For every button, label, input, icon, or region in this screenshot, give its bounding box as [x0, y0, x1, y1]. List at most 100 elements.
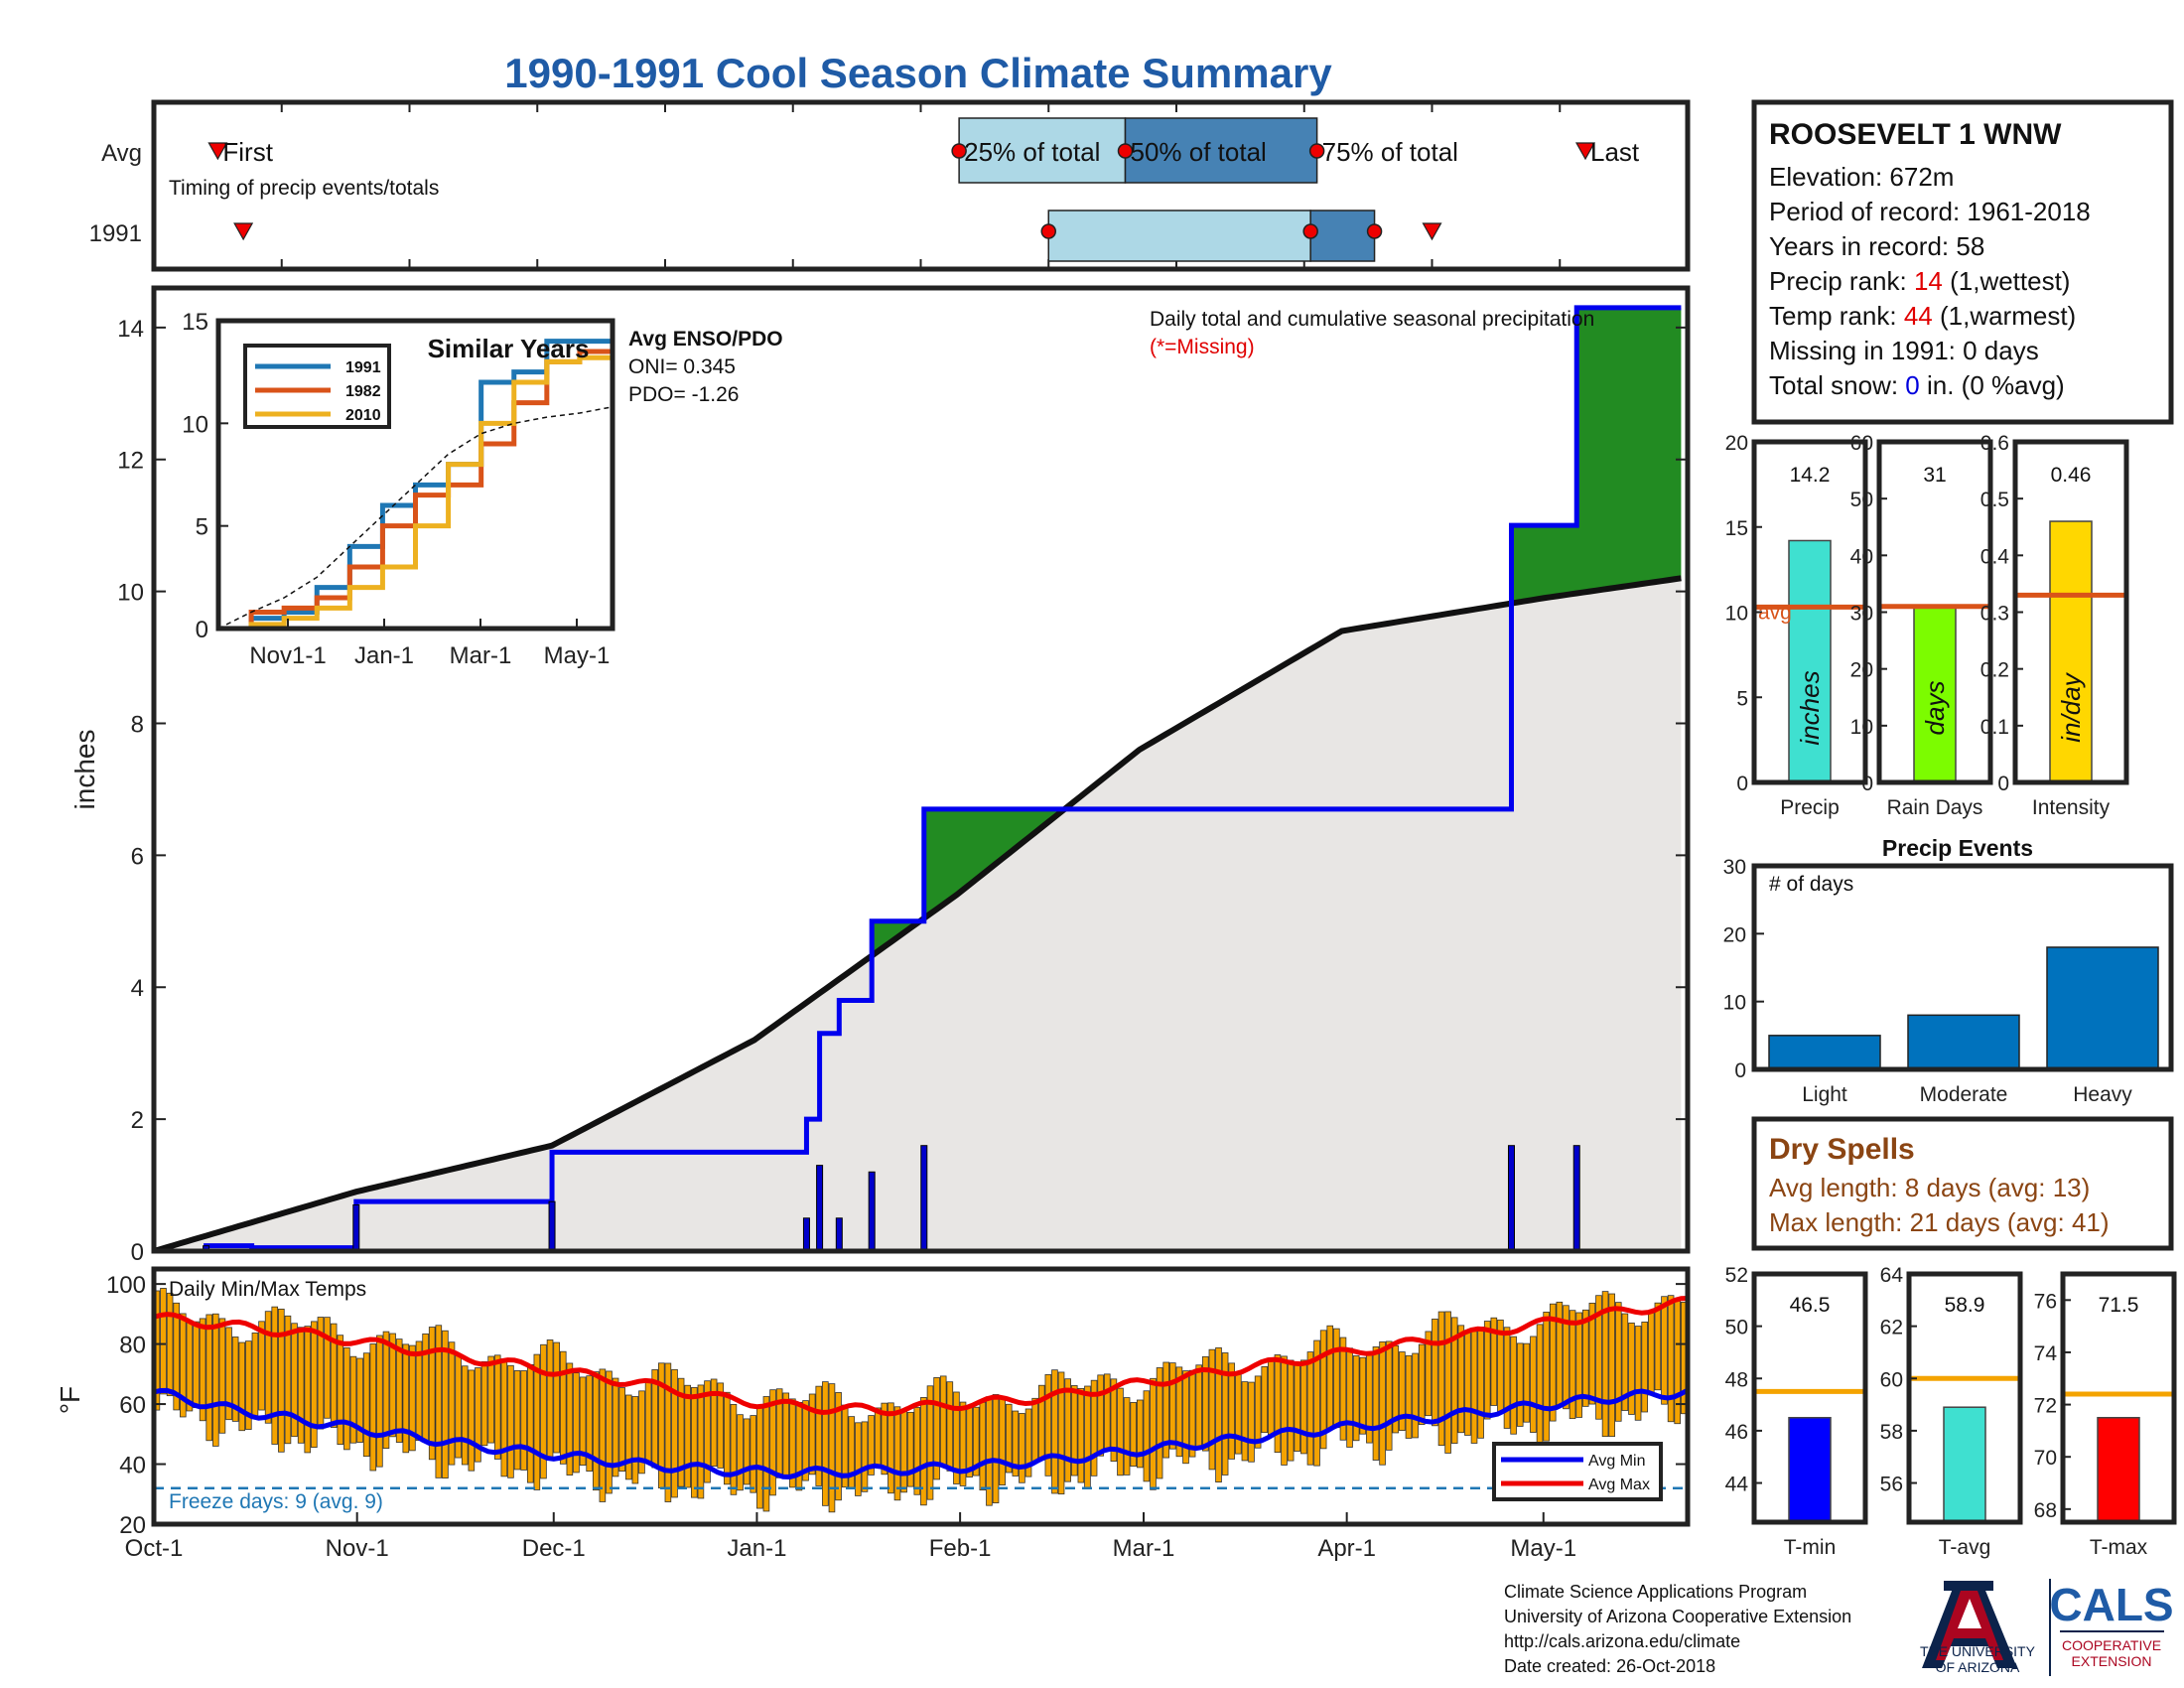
- daily-temp-bar: [992, 1394, 1000, 1503]
- daily-precip-bar: [920, 1145, 928, 1251]
- daily-temp-bar: [166, 1292, 174, 1397]
- enso-oni: ONI= 0.345: [628, 355, 736, 378]
- timing-year-first-marker: [233, 222, 254, 241]
- daily-temp-bar: [1024, 1408, 1032, 1477]
- daily-temp-bar: [782, 1392, 790, 1477]
- daily-temp-bar: [704, 1380, 711, 1483]
- daily-temp-bar: [1432, 1319, 1438, 1427]
- daily-temp-bar: [644, 1379, 652, 1463]
- daily-temp-bar: [1588, 1302, 1596, 1405]
- daily-precip-bar: [1572, 1145, 1580, 1251]
- daily-temp-bar: [789, 1398, 796, 1488]
- daily-temp-bar: [724, 1391, 731, 1485]
- daily-temp-bar: [710, 1378, 718, 1467]
- daily-temp-bar: [624, 1394, 632, 1480]
- daily-temp-bar: [1483, 1321, 1491, 1420]
- main-annotation: Daily total and cumulative seasonal prec…: [1150, 308, 1594, 331]
- observed-cumulative-line: [154, 305, 1682, 1251]
- dry-spells-avg: Avg length: 8 days (avg: 13): [1769, 1173, 2090, 1202]
- station-period: Period of record: 1961-2018: [1769, 197, 2091, 226]
- main-ytick-label: 10: [117, 580, 144, 607]
- daily-temp-bar: [540, 1343, 547, 1479]
- daily-temp-bar: [1248, 1381, 1255, 1463]
- daily-precip-bar: [203, 1245, 210, 1251]
- inset-ytick-label: 0: [196, 617, 208, 643]
- summary-unit-label: in/day: [2056, 671, 2086, 742]
- temp-summary-category-label: T-max: [2090, 1536, 2148, 1559]
- daily-temp-bar: [900, 1410, 907, 1493]
- timing-avg-p25-marker: [951, 143, 967, 159]
- temp-xtick-label: Oct-1: [125, 1535, 184, 1562]
- daily-temp-bar: [1503, 1327, 1511, 1429]
- timing-avg-p50-marker: [1117, 143, 1134, 159]
- daily-temp-bar: [1399, 1351, 1406, 1431]
- daily-temp-bar: [1143, 1390, 1151, 1482]
- daily-temp-bar: [1549, 1303, 1557, 1422]
- temp-xtick-label: Apr-1: [1317, 1535, 1376, 1562]
- temp-summary-ytick-label: 46: [1725, 1421, 1748, 1444]
- daily-temp-bar: [559, 1350, 567, 1465]
- daily-precip-bar: [835, 1217, 843, 1251]
- temp-ytick-label: 60: [119, 1392, 146, 1419]
- temp-summary-ytick-label: 74: [2034, 1342, 2058, 1365]
- daily-temp-bar: [324, 1317, 331, 1419]
- summary-ytick-label: 40: [1850, 545, 1873, 568]
- daily-temp-bar: [946, 1381, 954, 1472]
- timing-year-box-50-75: [1309, 210, 1376, 262]
- daily-temp-bar: [1103, 1373, 1111, 1450]
- timing-year-p25-marker: [1040, 223, 1056, 239]
- daily-temp-bar: [1202, 1355, 1209, 1452]
- footer-line-2: University of Arizona Cooperative Extens…: [1504, 1607, 1851, 1626]
- daily-temp-bar: [1647, 1312, 1655, 1396]
- inset-xtick-label: Mar-1: [450, 642, 512, 669]
- events-title: Precip Events: [1882, 835, 2033, 861]
- inset-xtick-label: May-1: [544, 642, 611, 669]
- daily-temp-bar: [1044, 1374, 1052, 1477]
- footer-line-3: http://cals.arizona.edu/climate: [1504, 1631, 1740, 1651]
- temperature-chart: 20 40 60 80 100 Oct-1 Nov-1 Dec-1 Jan-1 Feb-1 Mar…: [55, 1266, 1691, 1562]
- similar-years-inset: 0 5 10 15 Nov1-1 Jan-1 Mar-1 May-1 Similar Year…: [182, 309, 615, 669]
- daily-temp-bar: [337, 1335, 344, 1446]
- daily-temp-bar: [1182, 1370, 1189, 1465]
- temp-ytick-label: 100: [106, 1272, 146, 1299]
- timing-caption: Timing of precip events/totals: [169, 177, 439, 200]
- summary-ytick-label: 20: [1850, 659, 1873, 682]
- daily-temp-bar: [1300, 1359, 1307, 1455]
- daily-temp-bar: [920, 1397, 927, 1506]
- daily-temp-bar: [480, 1361, 488, 1447]
- timing-avg-first-marker: [207, 142, 228, 161]
- daily-precip-bar: [868, 1171, 876, 1251]
- daily-temp-bar: [684, 1384, 692, 1488]
- station-name: ROOSEVELT 1 WNW: [1769, 118, 2062, 151]
- daily-temp-bar: [1516, 1342, 1524, 1427]
- daily-temp-bar: [475, 1367, 481, 1463]
- main-ylabel: inches: [69, 730, 100, 810]
- daily-temp-bar: [1150, 1377, 1157, 1490]
- daily-temp-bar: [343, 1346, 350, 1451]
- average-cumulative-area: [154, 578, 1682, 1251]
- daily-temp-bar: [828, 1383, 836, 1513]
- daily-temp-bar: [1162, 1361, 1169, 1459]
- daily-temp-bar: [959, 1401, 967, 1486]
- daily-temp-bar: [1628, 1322, 1635, 1415]
- daily-temp-bar: [428, 1327, 436, 1461]
- daily-temp-bar: [1450, 1317, 1458, 1444]
- daily-temp-bar: [382, 1331, 390, 1450]
- daily-temp-bar: [769, 1389, 776, 1496]
- daily-temp-bar: [1319, 1330, 1327, 1450]
- daily-temp-bar: [395, 1338, 403, 1443]
- legend-avg-max: Avg Max: [1588, 1477, 1650, 1493]
- events-category-label: Moderate: [1920, 1083, 2008, 1106]
- daily-temp-bar: [1530, 1336, 1537, 1433]
- temp-summary-ytick-label: 56: [1880, 1474, 1903, 1496]
- timing-year-last-marker: [1422, 222, 1442, 241]
- daily-temp-bar: [553, 1341, 560, 1454]
- daily-temp-bar: [874, 1407, 882, 1466]
- daily-temp-bar: [1110, 1378, 1118, 1463]
- daily-temp-bar: [1595, 1295, 1602, 1420]
- timing-avg-p75-marker: [1308, 143, 1325, 159]
- events-ytick-label: 0: [1734, 1059, 1746, 1082]
- daily-temp-bar: [1077, 1387, 1085, 1483]
- main-ytick-label: 4: [131, 975, 144, 1002]
- daily-temp-bar: [1208, 1348, 1216, 1471]
